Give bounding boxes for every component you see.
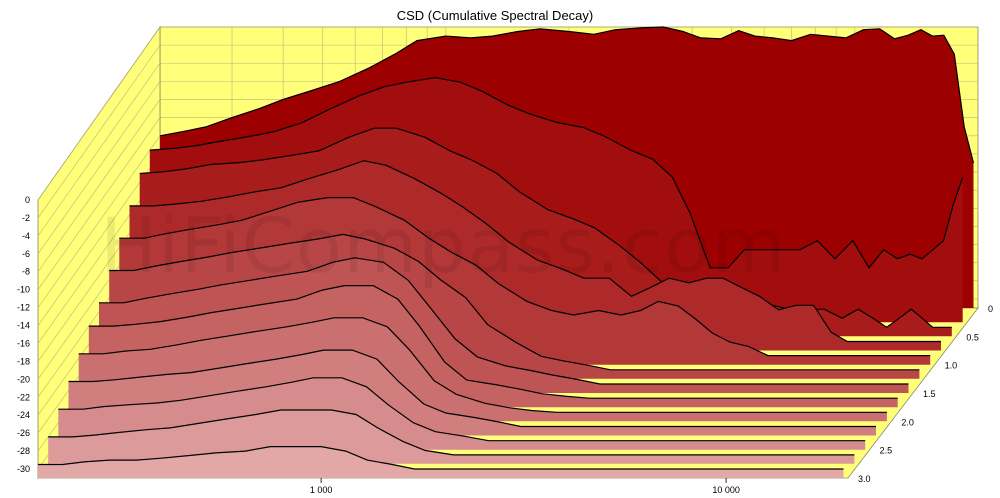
- decay-slice-line: [68, 349, 876, 428]
- time-tick-label: 2.0: [901, 417, 914, 427]
- side-grid-line: [37, 153, 161, 326]
- y-tick-label: -14: [17, 321, 30, 331]
- decay-slice-line: [78, 317, 887, 413]
- side-grid-line: [37, 26, 161, 201]
- y-tick-label: 0: [25, 195, 30, 205]
- time-tick-label: 2.5: [880, 446, 893, 456]
- decay-slice-line: [48, 409, 855, 456]
- y-tick-label: -16: [17, 338, 30, 348]
- y-tick-label: -12: [17, 303, 30, 313]
- time-tick-label: 3.0: [858, 474, 871, 484]
- decay-slice-line: [119, 197, 931, 357]
- decay-slice-fill: [38, 446, 844, 478]
- side-grid-line: [37, 99, 161, 272]
- y-tick-label: -10: [17, 285, 30, 295]
- y-tick-label: -6: [22, 249, 30, 259]
- x-tick-label: 10 000: [712, 485, 740, 495]
- y-tick-label: -2: [22, 213, 30, 223]
- y-tick-label: -24: [17, 410, 30, 420]
- axes-labels: 0 -2 -4 -6 -8 -10 -12 -14 -16 -18 -20 -22 -24 -26 -28 -…: [17, 195, 993, 495]
- side-grid-line: [37, 117, 161, 290]
- side-grid-line: [37, 63, 161, 237]
- chart-title: CSD (Cumulative Spectral Decay): [397, 8, 594, 23]
- decay-slice-line: [88, 285, 898, 399]
- y-tick-label: -8: [22, 267, 30, 277]
- time-tick-label: 0: [988, 304, 993, 314]
- y-tick-label: -20: [17, 374, 30, 384]
- decay-slice-line: [129, 160, 941, 343]
- x-tick-label: 1 000: [310, 485, 333, 495]
- decay-slice-line: [38, 446, 844, 470]
- side-grid-line: [37, 135, 161, 308]
- decay-slices: [38, 26, 975, 478]
- y-tick-label: -26: [17, 428, 30, 438]
- decay-slice-line: [109, 233, 920, 371]
- y-tick-label: -4: [22, 231, 30, 241]
- y-tick-label: -28: [17, 446, 30, 456]
- decay-slice-line: [58, 377, 866, 442]
- time-tick-label: 0.5: [966, 332, 979, 342]
- decay-slice-line: [139, 127, 952, 329]
- y-tick-label: -22: [17, 392, 30, 402]
- side-grid-line: [37, 44, 161, 219]
- decay-slice-line: [159, 26, 975, 164]
- side-grid-line: [37, 171, 161, 344]
- time-tick-label: 1.0: [945, 361, 958, 371]
- watermark-text: HiFiCompass.com: [100, 201, 787, 290]
- y-tick-label: -30: [17, 464, 30, 474]
- y-tick-label: -18: [17, 356, 30, 366]
- time-tick-label: 1.5: [923, 389, 936, 399]
- decay-slice-line: [149, 76, 964, 269]
- side-grid-line: [37, 81, 161, 254]
- decay-slice-line: [99, 257, 909, 385]
